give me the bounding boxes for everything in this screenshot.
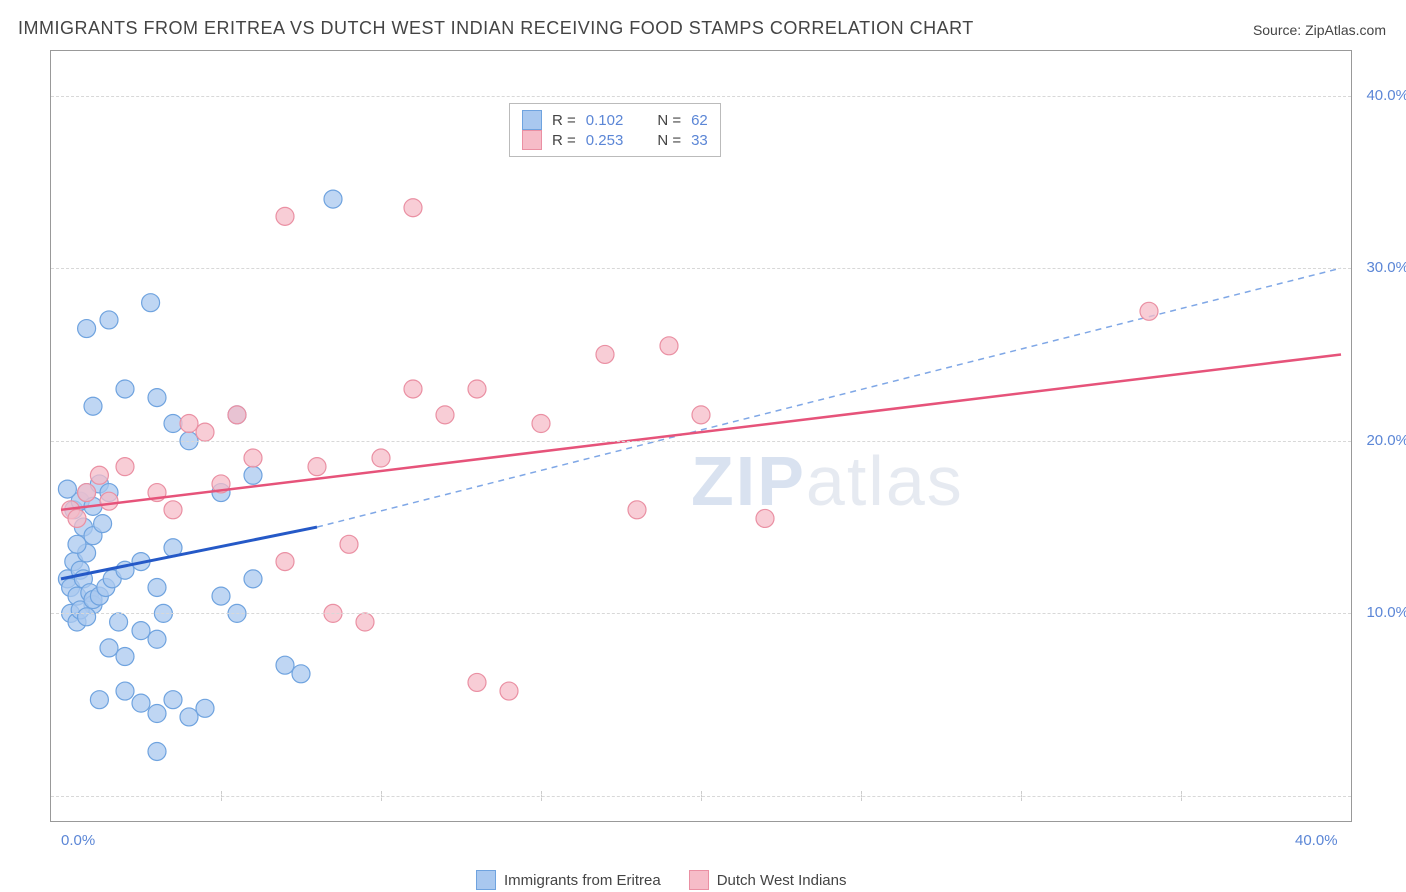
x-tick-label: 40.0%	[1295, 832, 1338, 849]
series-legend: Immigrants from Eritrea Dutch West Indian…	[476, 870, 847, 890]
y-tick-label: 20.0%	[1366, 432, 1406, 449]
y-tick-label: 10.0%	[1366, 604, 1406, 621]
series-legend-item: Dutch West Indians	[689, 870, 847, 890]
scatter-svg	[51, 51, 1351, 821]
y-tick-label: 40.0%	[1366, 87, 1406, 104]
x-tick-label: 0.0%	[61, 832, 95, 849]
chart-container: IMMIGRANTS FROM ERITREA VS DUTCH WEST IN…	[0, 0, 1406, 892]
source-label: Source: ZipAtlas.com	[1253, 22, 1386, 38]
chart-title: IMMIGRANTS FROM ERITREA VS DUTCH WEST IN…	[18, 18, 974, 39]
legend-label: Immigrants from Eritrea	[504, 872, 661, 889]
plot-area: R = 0.102 N = 62 R = 0.253 N = 33 ZIPatl…	[50, 50, 1352, 822]
legend-swatch	[476, 870, 496, 890]
y-tick-label: 30.0%	[1366, 259, 1406, 276]
series-legend-item: Immigrants from Eritrea	[476, 870, 661, 890]
legend-swatch	[689, 870, 709, 890]
legend-label: Dutch West Indians	[717, 872, 847, 889]
